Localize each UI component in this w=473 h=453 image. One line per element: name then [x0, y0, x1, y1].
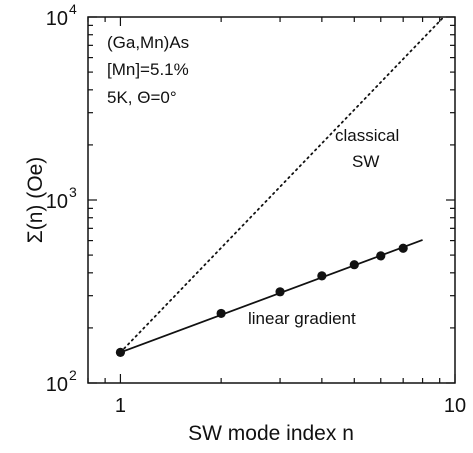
data-points	[115, 243, 408, 357]
linear-gradient-fit-line	[120, 239, 423, 354]
annotation-line-concentration: [Mn]=5.1%	[107, 60, 189, 79]
x-tick-label-1: 1	[115, 395, 126, 417]
y-tick-base-10000: 10	[46, 8, 68, 30]
data-point	[398, 243, 408, 253]
y-tick-base-100: 10	[46, 374, 68, 396]
x-axis-label: SW mode index n	[188, 422, 354, 445]
data-point	[216, 308, 226, 319]
x-tick-label-10: 10	[444, 395, 466, 417]
data-point	[115, 347, 126, 357]
y-tick-exp-10000: 4	[69, 1, 77, 17]
y-tick-label-100: 10 2	[46, 367, 77, 396]
y-tick-labels: 10 2 10 3 10 4	[46, 1, 77, 396]
data-point	[376, 251, 386, 261]
linear-gradient-label: linear gradient	[248, 309, 356, 328]
sample-annotation: (Ga,Mn)As [Mn]=5.1% 5K, Θ=0°	[107, 33, 189, 107]
y-tick-base-1000: 10	[46, 191, 68, 213]
annotation-line-material: (Ga,Mn)As	[107, 33, 189, 52]
x-tick-labels: 1 10	[115, 395, 466, 417]
data-point	[349, 260, 359, 270]
y-tick-exp-100: 2	[69, 367, 77, 383]
axis-ticks	[87, 16, 456, 384]
y-tick-exp-1000: 3	[69, 184, 77, 200]
y-tick-label-10000: 10 4	[46, 1, 77, 30]
y-axis-label: Σ(n) (Oe)	[24, 157, 47, 243]
y-tick-label-1000: 10 3	[46, 184, 77, 213]
classical-sw-label-line1: classical	[335, 126, 399, 145]
classical-sw-label-line2: SW	[352, 152, 379, 171]
data-point	[275, 287, 285, 297]
annotation-line-conditions: 5K, Θ=0°	[107, 88, 177, 107]
series-lines	[119, 16, 445, 354]
classical-sw-line	[119, 16, 445, 354]
data-point	[317, 271, 327, 281]
